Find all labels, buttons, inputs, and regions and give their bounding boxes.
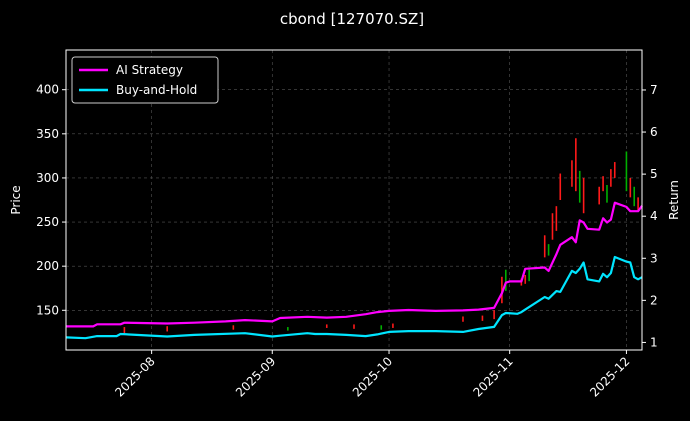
- candles: [123, 138, 639, 334]
- y2-axis-label: Return: [667, 180, 681, 220]
- y2-tick-label: 7: [650, 83, 658, 97]
- y-axis-label: Price: [9, 185, 23, 214]
- legend-box: [71, 56, 219, 104]
- series-line-buy-and-hold: [65, 255, 643, 340]
- y2-tick-label: 6: [650, 125, 658, 139]
- y2-tick-label: 1: [650, 335, 658, 349]
- y2-tick-label: 2: [650, 293, 658, 307]
- y-tick-label: 350: [36, 127, 59, 141]
- legend-label-buy-and-hold: Buy-and-Hold: [116, 83, 197, 97]
- y2-tick-label: 5: [650, 167, 658, 181]
- y-tick-label: 150: [36, 303, 59, 317]
- y-tick-label: 300: [36, 171, 59, 185]
- legend: AI Strategy Buy-and-Hold: [71, 56, 219, 104]
- chart-title: cbond [127070.SZ]: [280, 10, 424, 28]
- y-tick-label: 200: [36, 259, 59, 273]
- y-tick-label: 250: [36, 215, 59, 229]
- y2-tick-label: 3: [650, 251, 658, 265]
- grid: [66, 50, 642, 350]
- y-tick-label: 400: [36, 83, 59, 97]
- legend-label-ai-strategy: AI Strategy: [116, 63, 183, 77]
- plot-frame: [65, 49, 643, 351]
- series-lines: [65, 201, 643, 340]
- series-line-ai-strategy: [66, 201, 643, 328]
- y2-tick-label: 4: [650, 209, 658, 223]
